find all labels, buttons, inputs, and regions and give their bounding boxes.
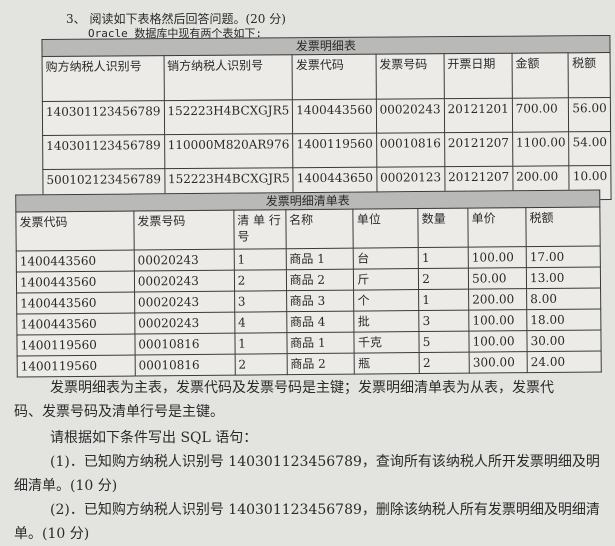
table-cell: 斤 (353, 268, 419, 291)
table-cell: 17.00 (526, 245, 601, 268)
invoice-item-table: 发票明细清单表 发票代码 发票号码清 单 行号 名称 单位 数量 单价 税额 140044356… (15, 189, 602, 378)
header-row: 发票代码 发票号码清 单 行号 名称 单位 数量 单价 税额 (15, 206, 601, 252)
table-cell: 18.00 (526, 308, 601, 331)
table-cell: 20121207 (444, 132, 513, 167)
table-row: 1400119560 00010816 2 商品 2 瓶 2 300.00 24.00 (17, 350, 602, 378)
table-cell: 瓶 (354, 352, 420, 375)
table-cell: 3 (234, 290, 287, 313)
table-cell: 个 (353, 289, 419, 312)
table-cell: 商品 1 (286, 332, 355, 354)
table-cell: 56.00 (568, 97, 611, 132)
paragraph-keys: 发票明细表为主表，发票代码及发票号码是主键；发票明细清单表为从表，发票代码、发票… (14, 380, 554, 420)
table-cell: 00020243 (134, 291, 235, 314)
table-cell: 1400443560 (16, 292, 135, 315)
table-cell: 3 (418, 310, 470, 332)
table-cell: 1100.00 (512, 131, 570, 167)
table-cell: 00020243 (134, 270, 235, 293)
table-cell: 2 (234, 353, 287, 376)
question-title: 3、 阅读如下表格然后回答问题。(20 分) (66, 12, 286, 26)
table-cell: 100.00 (468, 309, 527, 332)
table-cell: 140301123456789 (42, 134, 165, 170)
column-header: 税额 (525, 206, 601, 247)
table-cell: 商品 1 (285, 248, 354, 270)
table-cell: 1 (418, 247, 469, 269)
table-cell: 300.00 (469, 351, 528, 374)
table-cell: 00020243 (375, 98, 445, 134)
table-cell: 30.00 (526, 329, 602, 352)
header-row: 购方纳税人识别号 销方纳税人识别号 发票代码 发票号码 开票日期 金额 税额 (42, 52, 611, 102)
table-cell: 1400119560 (292, 133, 377, 168)
question-2: (2)．已知购方纳税人识别号 140301123456789，删除该纳税人所有发… (14, 502, 600, 542)
column-header: 金额 (511, 52, 569, 99)
table-cell: 2 (418, 268, 469, 290)
table-cell: 商品 2 (286, 353, 355, 375)
question-1: (1)．已知购方纳税人识别号 140301123456789，查询所有该纳税人所… (14, 454, 600, 494)
table-cell: 2 (234, 269, 287, 292)
table-row: 140301123456789 152223H4BCXGJR5 1400443560… (42, 97, 611, 136)
invoice-detail-table: 发票明细表 购方纳税人识别号 销方纳税人识别号 发票代码 发票号码 开票日期 金额 税额 140… (41, 35, 612, 204)
column-header: 单价 (467, 207, 527, 248)
table-cell: 4 (234, 311, 287, 334)
table-cell: 00010816 (376, 132, 445, 168)
column-header: 名称 (285, 209, 354, 249)
table-cell: 1400443560 (16, 313, 135, 336)
column-header: 销方纳税人识别号 (163, 54, 293, 101)
table-cell: 200.00 (468, 288, 527, 311)
table-cell: 100.00 (468, 246, 527, 269)
table-cell: 商品 2 (285, 269, 354, 291)
table-cell: 千克 (354, 331, 420, 354)
table-cell: 商品 3 (286, 290, 355, 312)
table-cell: 54.00 (569, 131, 611, 166)
table-cell: 商品 4 (286, 311, 355, 333)
table-cell: 8.00 (526, 287, 601, 310)
table-cell: 1 (233, 248, 286, 271)
table-cell: 00020243 (134, 249, 235, 272)
table-cell: 1400119560 (16, 334, 135, 357)
table-cell: 20121201 (444, 98, 513, 133)
column-header: 开票日期 (443, 53, 513, 99)
table-cell: 1 (234, 332, 287, 355)
table-cell: 5 (419, 331, 470, 353)
table-cell: 批 (354, 310, 420, 333)
table-cell: 100.00 (469, 330, 528, 353)
column-header: 数量 (418, 208, 469, 248)
table-cell: 台 (353, 247, 419, 270)
table-cell: 50.00 (468, 267, 527, 290)
table-cell: 2 (419, 352, 470, 374)
table-cell: 152223H4BCXGJR5 (163, 99, 293, 135)
table-cell: 1400443560 (16, 271, 135, 294)
column-header: 发票号码 (375, 53, 445, 100)
table-row: 140301123456789 110000M820AR976 1400119560… (42, 131, 611, 170)
table-cell: 110000M820AR976 (164, 133, 294, 169)
column-header: 发票号码 (133, 210, 234, 251)
column-header: 单位 (353, 208, 419, 249)
table-cell: 13.00 (526, 266, 601, 289)
column-header: 购方纳税人识别号 (42, 55, 164, 102)
table-cell: 1400443560 (292, 99, 377, 134)
table-cell: 00010816 (134, 354, 236, 377)
column-header: 发票代码 (292, 54, 376, 100)
table-cell: 00010816 (134, 333, 235, 356)
column-header: 清 单 行号 (233, 209, 286, 250)
table-cell: 700.00 (512, 97, 570, 133)
table-cell: 1 (418, 289, 469, 311)
table-cell: 1400443560 (16, 250, 135, 273)
column-header: 发票代码 (15, 211, 135, 252)
table-cell: 24.00 (527, 350, 602, 373)
table-cell: 1400119560 (17, 355, 136, 378)
table-cell: 00020243 (134, 312, 235, 335)
column-header: 税额 (568, 52, 611, 98)
paragraph-instruction: 请根据如下条件写出 SQL 语句： (50, 430, 258, 446)
table-cell: 140301123456789 (42, 100, 165, 136)
